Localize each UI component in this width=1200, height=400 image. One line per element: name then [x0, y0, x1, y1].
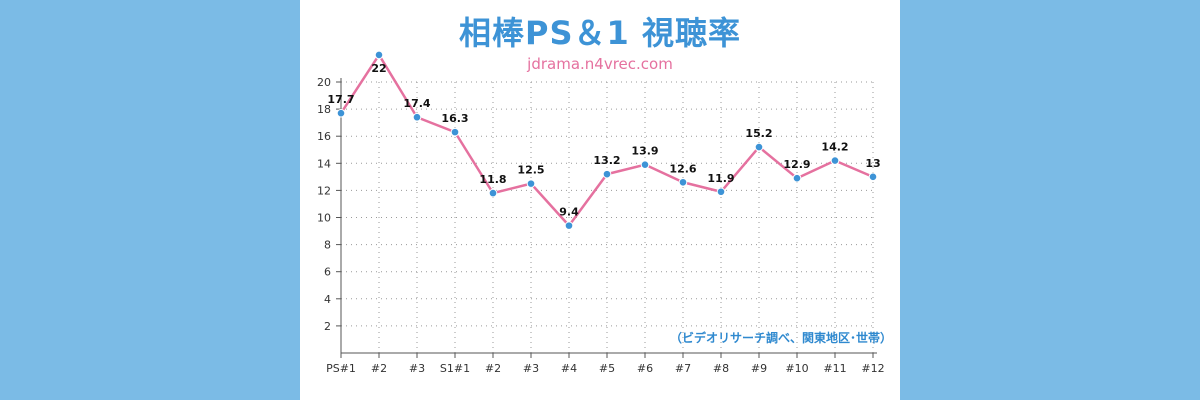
- x-tick-label: #12: [861, 362, 884, 375]
- x-tick-label: #3: [409, 362, 425, 375]
- data-point: [374, 50, 384, 60]
- data-point: [868, 172, 878, 182]
- data-point: [640, 160, 650, 169]
- data-point: [526, 179, 536, 188]
- data-label: 17.7: [327, 93, 354, 106]
- data-point: [412, 112, 422, 122]
- grid: [341, 81, 874, 353]
- data-point: [830, 156, 840, 165]
- x-tick-label: PS#1: [326, 362, 356, 375]
- y-tick-label: 14: [317, 157, 331, 170]
- line-chart: 2 4 6 8 10 12 14 16 18 20 PS#1 #2 #3 S1#1 #2 #3 #4 #5 #6 #7…: [317, 50, 892, 375]
- data-label: 16.3: [441, 112, 468, 125]
- y-tick-label: 2: [324, 320, 331, 333]
- data-label: 11.9: [707, 172, 734, 185]
- series: 17.7 22 17.4 16.3 11.8 12.5 9.4 13.2 13.9 12.6 11.…: [327, 50, 881, 230]
- x-tick-label: #6: [637, 362, 653, 375]
- x-tick-label: S1#1: [440, 362, 470, 375]
- data-label: 22: [371, 62, 386, 75]
- data-label: 12.5: [517, 164, 544, 177]
- x-tick-label: #8: [713, 362, 729, 375]
- x-tick-label: #11: [823, 362, 846, 375]
- y-tick-label: 12: [317, 184, 331, 197]
- chart-panel: 相棒PS＆1 視聴率 jdrama.n4vrec.com 2 4 6 8 10 12 14 1…: [300, 0, 900, 400]
- source-note: （ビデオリサーチ調べ、関東地区･世帯）: [670, 330, 892, 345]
- data-point: [678, 177, 688, 187]
- y-tick-label: 6: [324, 266, 331, 279]
- data-label: 13.9: [631, 145, 658, 158]
- x-tick-label: #7: [675, 362, 691, 375]
- data-point: [754, 142, 764, 152]
- y-tick-label: 20: [317, 76, 331, 89]
- data-label: 15.2: [745, 127, 772, 140]
- x-tick-label: #9: [751, 362, 767, 375]
- data-label: 11.8: [479, 173, 506, 186]
- x-tick-label: #2: [371, 362, 387, 375]
- data-point: [450, 127, 460, 137]
- chart-subtitle: jdrama.n4vrec.com: [527, 55, 673, 73]
- y-tick-label: 18: [317, 103, 331, 116]
- x-tick-label: #5: [599, 362, 615, 375]
- y-tick-label: 10: [317, 212, 331, 225]
- series-line: [339, 53, 874, 227]
- data-point: [488, 188, 498, 198]
- data-point: [336, 108, 346, 118]
- data-label: 12.9: [783, 158, 810, 171]
- chart-title: 相棒PS＆1 視聴率: [459, 14, 741, 52]
- data-label: 13: [865, 157, 880, 170]
- data-label: 9.4: [559, 206, 579, 219]
- data-label: 12.6: [669, 162, 696, 175]
- data-point: [792, 173, 802, 183]
- y-tick-label: 8: [324, 239, 331, 252]
- axes: 2 4 6 8 10 12 14 16 18 20 PS#1 #2 #3 S1#1 #2 #3 #4 #5 #6 #7…: [317, 76, 885, 375]
- data-label: 17.4: [403, 97, 430, 110]
- data-point: [564, 221, 574, 230]
- data-label: 14.2: [821, 141, 848, 154]
- y-tick-label: 4: [324, 293, 331, 306]
- x-tick-label: #2: [485, 362, 501, 375]
- x-tick-label: #4: [561, 362, 577, 375]
- data-point: [602, 169, 612, 179]
- data-point: [716, 187, 726, 197]
- x-tick-label: #10: [785, 362, 808, 375]
- y-tick-label: 16: [317, 130, 331, 143]
- x-tick-label: #3: [523, 362, 539, 375]
- data-label: 13.2: [593, 154, 620, 167]
